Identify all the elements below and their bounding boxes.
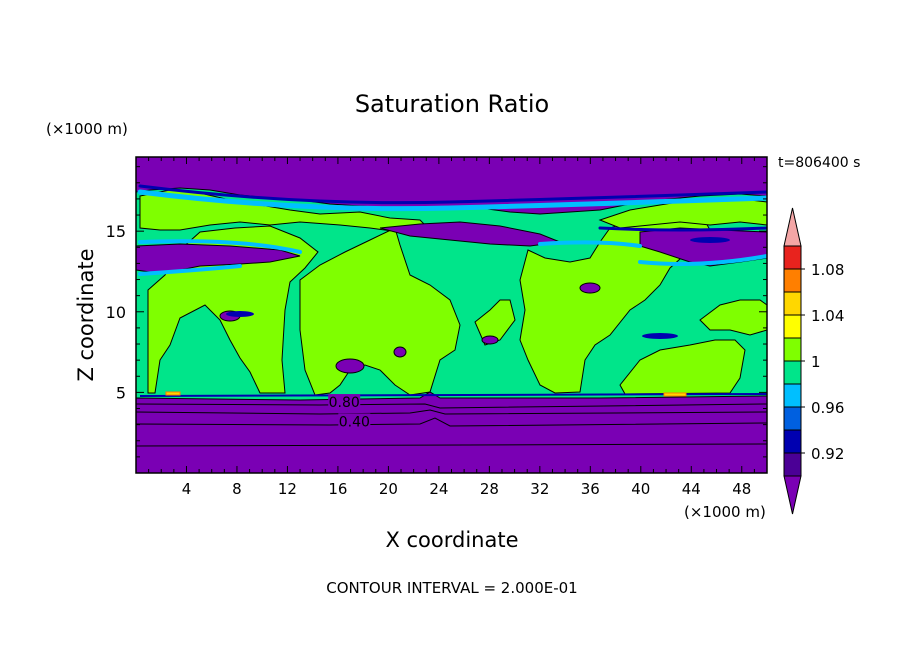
x-tick-label: 48 — [732, 480, 751, 498]
dry-pockets — [219, 282, 601, 374]
x-tick-label: 28 — [480, 480, 499, 498]
colorbar-segment — [783, 337, 802, 362]
blue-fringes-mid — [226, 237, 730, 339]
chart-title: Saturation Ratio — [355, 90, 549, 118]
colorbar-label: 0.92 — [811, 445, 844, 463]
contour-label-bg — [338, 413, 371, 429]
colorbar-segment — [783, 314, 802, 339]
x-tick-label: 40 — [631, 480, 650, 498]
colorbar-segment — [783, 406, 802, 431]
contour-labels: 0.80 0.40 — [328, 394, 371, 430]
colorbar-segment — [783, 291, 802, 316]
plot-field — [136, 157, 767, 473]
x-tick-label: 44 — [682, 480, 701, 498]
y-axis-label: Z coordinate — [74, 248, 98, 381]
contour-label: 0.40 — [339, 414, 370, 430]
y-tick-label: 5 — [116, 383, 126, 402]
x-tick-label: 16 — [328, 480, 347, 498]
warm-spots — [165, 391, 687, 397]
colorbar-label: 0.96 — [811, 399, 844, 417]
y-tick-label: 10 — [106, 303, 126, 322]
colorbar-segment — [783, 360, 802, 385]
colorbar-label: 1 — [811, 353, 821, 371]
supersaturated-cells — [139, 189, 767, 396]
contour-label: 0.80 — [329, 395, 360, 411]
x-tick-label: 8 — [232, 480, 242, 498]
y-tick-label: 15 — [106, 222, 126, 241]
x-axis: 4 8 12 16 20 24 28 32 36 40 44 48 — [148, 157, 755, 498]
y-axis: 5 10 15 — [106, 166, 767, 458]
x-tick-label: 20 — [379, 480, 398, 498]
x-tick-label: 4 — [182, 480, 192, 498]
x-axis-label: X coordinate — [385, 528, 518, 552]
colorbar-segment — [783, 429, 802, 454]
x-unit-label: (×1000 m) — [684, 503, 766, 521]
colorbar-segment — [783, 245, 802, 270]
contour-label-bg — [328, 394, 361, 410]
colorbar-segment — [783, 452, 802, 477]
colorbar-label: 1.04 — [811, 307, 844, 325]
x-tick-label: 36 — [581, 480, 600, 498]
transition-fringes — [137, 184, 767, 276]
colorbar-label: 1.08 — [811, 261, 844, 279]
time-label: t=806400 s — [778, 155, 860, 171]
x-tick-label: 32 — [530, 480, 549, 498]
colorbar-segment — [783, 383, 802, 408]
colorbar-min-triangle — [783, 475, 802, 515]
x-tick-label: 12 — [278, 480, 297, 498]
x-tick-label: 24 — [429, 480, 448, 498]
colorbar: 1.08 1.04 1 0.96 0.92 — [783, 207, 844, 515]
y-unit-label: (×1000 m) — [46, 120, 128, 138]
cloud-base-fringe — [139, 393, 767, 397]
contour-lines — [136, 403, 767, 447]
colorbar-segment — [783, 268, 802, 293]
contour-interval-footer: CONTOUR INTERVAL = 2.000E-01 — [326, 579, 577, 597]
colorbar-max-triangle — [783, 207, 802, 247]
